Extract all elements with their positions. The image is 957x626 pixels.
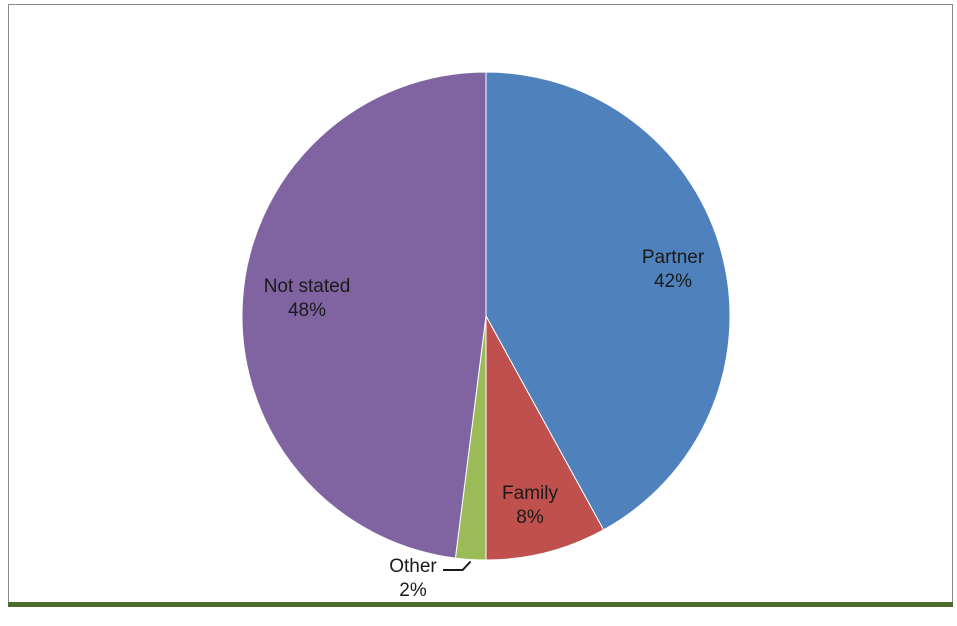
slice-label-other: Other <box>389 556 437 577</box>
leader-line-other <box>443 560 472 571</box>
pie-slice-not-stated <box>241 71 487 559</box>
pie-slice-family <box>485 315 605 561</box>
slice-label-family: Family <box>502 483 558 504</box>
slice-value-partner: 42% <box>654 271 692 292</box>
slice-label-not-stated: Not stated <box>264 276 351 297</box>
slice-label-partner: Partner <box>642 247 705 268</box>
pie-slices <box>241 71 731 561</box>
leader-lines <box>443 560 472 571</box>
pie-slice-partner <box>485 71 731 531</box>
slice-labels: Partner 42% Family 8% Other 2% Not stated 48% <box>264 247 705 601</box>
slice-value-not-stated: 48% <box>288 300 326 321</box>
slice-value-other: 2% <box>399 580 427 601</box>
bottom-border <box>8 602 953 607</box>
slice-value-family: 8% <box>516 507 544 528</box>
